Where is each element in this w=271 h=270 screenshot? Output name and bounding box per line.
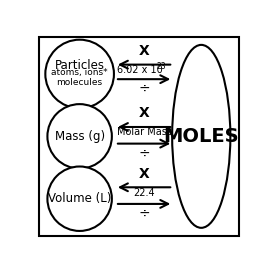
Text: molecules: molecules	[57, 78, 103, 87]
Text: X: X	[139, 106, 150, 120]
Circle shape	[47, 104, 112, 168]
Text: Particles: Particles	[55, 59, 105, 72]
Ellipse shape	[172, 45, 230, 228]
Text: 6.02 x 10: 6.02 x 10	[117, 65, 163, 75]
Text: Mass (g): Mass (g)	[54, 130, 105, 143]
Text: ÷: ÷	[138, 147, 150, 161]
Text: Volume (L): Volume (L)	[48, 192, 111, 205]
Text: X: X	[139, 44, 150, 58]
Circle shape	[47, 167, 112, 231]
Circle shape	[45, 40, 114, 108]
Text: MOLES: MOLES	[163, 127, 239, 146]
Text: 23: 23	[157, 62, 166, 71]
Text: atoms, ions*: atoms, ions*	[51, 68, 108, 77]
Text: ÷: ÷	[138, 207, 150, 221]
Text: X: X	[139, 167, 150, 181]
Text: 22.4: 22.4	[133, 188, 155, 198]
Text: ÷: ÷	[138, 82, 150, 96]
Text: Molar Mass: Molar Mass	[117, 127, 172, 137]
